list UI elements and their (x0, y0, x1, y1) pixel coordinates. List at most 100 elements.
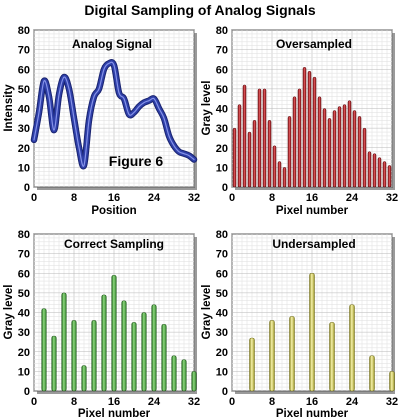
bar (252, 120, 257, 188)
gridlines (33, 29, 195, 188)
bar (357, 116, 362, 188)
figure-title: Digital Sampling of Analog Signals (84, 2, 315, 18)
x-tick-label: 24 (148, 396, 161, 408)
x-tick-label: 16 (108, 192, 120, 204)
y-tick-label: 10 (216, 366, 228, 378)
bar (347, 100, 352, 188)
bar (262, 88, 267, 188)
x-tick-label: 8 (71, 396, 77, 408)
x-tick-label: 0 (229, 396, 235, 408)
series-undersampled (249, 273, 395, 392)
y-tick-label: 80 (18, 25, 30, 37)
x-tick-label: 16 (306, 192, 318, 204)
x-axis-label-undersampled: Pixel number (276, 408, 349, 420)
bar (101, 294, 107, 392)
y-tick-label: 50 (216, 288, 228, 300)
bar (367, 151, 372, 188)
x-tick-label: 32 (386, 396, 398, 408)
x-tick-label: 24 (346, 192, 359, 204)
x-tick-label: 0 (31, 192, 37, 204)
bar (81, 365, 87, 392)
x-tick-label: 32 (188, 396, 200, 408)
series-correct (41, 274, 197, 392)
y-tick-label: 70 (216, 45, 228, 57)
bar (322, 108, 327, 188)
x-tick-label: 8 (71, 192, 77, 204)
bar (352, 110, 357, 188)
y-tick-label: 0 (24, 386, 30, 398)
y-tick-label: 70 (18, 249, 30, 261)
y-tick-label: 20 (18, 143, 30, 155)
bar (91, 320, 97, 392)
y-tick-label: 70 (216, 249, 228, 261)
y-tick-label: 0 (222, 386, 228, 398)
bar (191, 371, 197, 392)
axis-ticks: 0 10 20 30 40 50 60 70 80 0 8 16 24 32 (18, 25, 200, 204)
y-axis-label-analog: Intensity (3, 84, 15, 132)
bar (387, 165, 392, 188)
bar (337, 106, 342, 188)
y-tick-label: 60 (216, 64, 228, 76)
y-tick-label: 20 (18, 347, 30, 359)
y-tick-label: 20 (216, 143, 228, 155)
bar (257, 88, 262, 188)
bar (317, 96, 322, 188)
y-tick-label: 40 (18, 104, 30, 116)
bar (307, 70, 312, 188)
axis-ticks: 0 10 20 30 40 50 60 70 80 0 8 16 24 32 (18, 229, 200, 408)
y-tick-label: 0 (24, 182, 30, 194)
x-tick-label: 8 (269, 192, 275, 204)
bar (309, 273, 315, 392)
x-axis-label-correct: Pixel number (78, 408, 151, 420)
y-tick-label: 80 (216, 229, 228, 241)
y-tick-label: 70 (18, 45, 30, 57)
bar (329, 322, 335, 392)
bar (71, 320, 77, 392)
y-tick-label: 0 (222, 182, 228, 194)
panel-correct: 0 10 20 30 40 50 60 70 80 0 8 16 24 32 Correct Sampli… (3, 229, 200, 420)
x-tick-label: 24 (148, 192, 161, 204)
bar (242, 84, 247, 188)
bar (362, 127, 367, 188)
y-tick-label: 30 (18, 123, 30, 135)
y-tick-label: 30 (216, 327, 228, 339)
bar (61, 292, 67, 392)
x-tick-label: 16 (306, 396, 318, 408)
bar (267, 120, 272, 188)
bar (161, 324, 167, 392)
y-tick-label: 10 (18, 366, 30, 378)
bar (151, 304, 157, 392)
bar (377, 157, 382, 188)
x-axis-label-oversampled: Pixel number (276, 205, 349, 217)
panel-title-correct: Correct Sampling (64, 237, 164, 251)
y-tick-label: 50 (216, 84, 228, 96)
y-tick-label: 80 (216, 25, 228, 37)
y-tick-label: 60 (216, 268, 228, 280)
bar (389, 371, 395, 392)
bar (302, 67, 307, 188)
bar (277, 161, 282, 188)
bar (332, 110, 337, 188)
x-axis-label-analog: Position (91, 205, 136, 217)
bar (349, 304, 355, 392)
bar (289, 316, 295, 392)
bar (41, 308, 47, 392)
panel-title-analog: Analog Signal (72, 37, 152, 51)
y-tick-label: 40 (216, 308, 228, 320)
bar (51, 335, 57, 392)
panel-title-oversampled: Oversampled (276, 37, 352, 51)
bar (327, 118, 332, 188)
x-tick-label: 0 (229, 192, 235, 204)
y-axis-label-oversampled: Gray level (201, 81, 213, 136)
bar (237, 104, 242, 188)
y-tick-label: 50 (18, 84, 30, 96)
y-tick-label: 30 (18, 327, 30, 339)
bar (247, 131, 252, 188)
bar (272, 145, 277, 188)
bar (369, 355, 375, 392)
y-tick-label: 30 (216, 123, 228, 135)
x-tick-label: 0 (31, 396, 37, 408)
y-tick-label: 40 (216, 104, 228, 116)
